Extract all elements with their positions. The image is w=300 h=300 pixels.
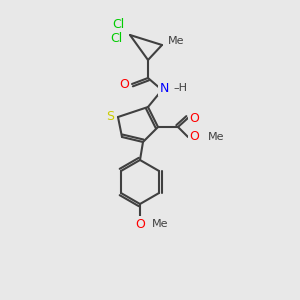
Text: O: O <box>189 112 199 124</box>
Text: Me: Me <box>208 132 224 142</box>
Text: Cl: Cl <box>112 19 124 32</box>
Text: N: N <box>159 82 169 94</box>
Text: Me: Me <box>152 219 169 229</box>
Text: Cl: Cl <box>110 32 122 46</box>
Text: –H: –H <box>173 83 187 93</box>
Text: Me: Me <box>168 36 184 46</box>
Text: O: O <box>135 218 145 230</box>
Text: S: S <box>106 110 114 124</box>
Text: O: O <box>189 130 199 143</box>
Text: O: O <box>119 77 129 91</box>
